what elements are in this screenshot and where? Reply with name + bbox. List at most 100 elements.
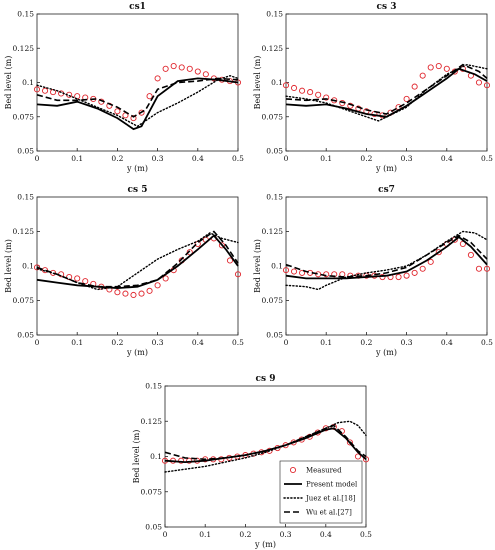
data-point-measured	[186, 249, 193, 256]
data-point-measured	[403, 95, 410, 102]
x-tick-label: 0.4	[192, 154, 204, 163]
legend-label: Wu et al.[27]	[306, 509, 352, 517]
data-point-measured	[435, 249, 442, 256]
data-point-measured	[435, 63, 442, 70]
y-tick-label: 0.05	[266, 331, 283, 340]
data-point-measured	[419, 265, 426, 272]
data-point-measured	[146, 287, 153, 294]
data-point-measured	[146, 93, 153, 100]
y-tick-label: 0.075	[13, 112, 35, 121]
x-tick-label: 0.4	[320, 530, 332, 539]
y-axis-label: Bed level (m)	[4, 56, 13, 110]
data-point-measured	[323, 271, 330, 278]
data-point-measured	[186, 65, 193, 72]
data-point-measured	[290, 84, 298, 92]
x-tick-label: 0.5	[360, 530, 372, 539]
data-point-measured	[299, 87, 306, 94]
data-point-measured	[379, 273, 386, 281]
y-axis-label: Bed level (m)	[4, 239, 13, 293]
data-point-measured	[467, 251, 474, 259]
data-point-measured	[130, 115, 137, 122]
x-tick-label: 0	[284, 154, 289, 163]
data-point-measured	[411, 269, 418, 276]
data-point-measured	[354, 453, 362, 460]
data-point-measured	[299, 269, 306, 276]
y-tick-label: 0.15	[266, 10, 283, 19]
chart-panel-4: cs7 0 0.1 0.2 0.3 0.4 0.5 0.05 0.075 0.1 0.125 0.15…	[253, 185, 493, 357]
data-point-measured	[443, 65, 450, 72]
data-point-measured	[282, 267, 290, 274]
data-point-measured	[403, 272, 410, 279]
x-tick-label: 0.2	[360, 338, 372, 347]
x-tick-label: 0.3	[401, 154, 413, 163]
x-tick-label: 0	[163, 530, 168, 539]
data-point-measured	[218, 242, 225, 249]
y-tick-label: 0.1	[271, 262, 283, 271]
y-tick-label: 0.15	[266, 193, 283, 202]
data-point-measured	[138, 290, 145, 297]
series-measured	[33, 63, 242, 122]
x-axis-label: y (m)	[126, 348, 148, 357]
y-tick-label: 0.15	[145, 382, 162, 391]
data-point-measured	[323, 94, 330, 101]
y-tick-label: 0.075	[13, 296, 35, 305]
data-point-measured	[82, 278, 89, 285]
series-line-present-model	[285, 235, 488, 280]
data-point-measured	[226, 257, 234, 264]
legend: Measured Present model Juez et al.[18] Wu e…	[279, 460, 363, 524]
y-tick-label: 0.05	[17, 331, 34, 340]
y-tick-label: 0.125	[13, 227, 35, 236]
data-point-measured	[138, 109, 145, 116]
data-point-measured	[346, 439, 353, 446]
x-tick-label: 0.2	[111, 338, 123, 347]
data-point-measured	[475, 79, 483, 86]
x-tick-label: 0.3	[401, 338, 413, 347]
data-point-measured	[282, 82, 290, 89]
legend-marker-measured	[289, 466, 297, 474]
x-tick-label: 0.3	[152, 338, 164, 347]
series-line-wu-et-al-27	[36, 230, 239, 288]
x-tick-label: 0	[284, 338, 289, 347]
data-point-measured	[33, 264, 41, 271]
series-line-present-model	[164, 427, 367, 464]
data-point-measured	[33, 86, 41, 93]
x-tick-label: 0.3	[152, 154, 164, 163]
y-axis-label: Bed level (m)	[253, 56, 262, 110]
x-tick-label: 0.2	[239, 530, 251, 539]
chart-title: cs 9	[256, 374, 276, 384]
plot-frame	[36, 196, 239, 336]
series-line-wu-et-al-27	[285, 234, 488, 278]
data-point-measured	[154, 75, 161, 82]
chart-title: cs 3	[377, 2, 397, 12]
series-line-present-model	[36, 77, 239, 131]
data-point-measured	[162, 65, 169, 72]
chart-panel-3: cs 5 0 0.1 0.2 0.3 0.4 0.5 0.05 0.075 0.1 0.125 0.1…	[4, 185, 244, 357]
data-point-measured	[315, 91, 322, 98]
series-line-present-model	[36, 234, 239, 290]
x-tick-label: 0	[35, 338, 40, 347]
y-tick-label: 0.15	[17, 193, 34, 202]
y-tick-label: 0.1	[22, 78, 34, 87]
plot-frame	[285, 196, 488, 336]
chart-panel-1: cs1 0 0.1 0.2 0.3 0.4 0.5 0.05 0.075 0.1 0.125 0.15…	[4, 2, 244, 173]
chart-panel-5: cs 9 0 0.1 0.2 0.3 0.4 0.5 0.05 0.075 0.1 0.125 0.1…	[132, 374, 372, 549]
data-point-measured	[114, 289, 121, 296]
y-tick-label: 0.1	[150, 452, 162, 461]
y-tick-label: 0.05	[266, 147, 283, 156]
data-point-measured	[395, 273, 402, 281]
data-point-measured	[162, 275, 169, 282]
x-axis-label: y (m)	[375, 164, 397, 173]
x-tick-label: 0.2	[360, 154, 372, 163]
x-axis-label: y (m)	[375, 348, 397, 357]
series-measured	[33, 235, 242, 299]
x-tick-label: 0.1	[320, 154, 332, 163]
data-point-measured	[362, 456, 370, 463]
y-axis-label: Bed level (m)	[253, 239, 262, 293]
x-tick-label: 0.1	[320, 338, 332, 347]
data-point-measured	[202, 71, 209, 78]
x-axis-label: y (m)	[254, 540, 276, 549]
data-point-measured	[290, 268, 298, 275]
series-line-juez-et-al-18	[285, 230, 488, 291]
chart-title: cs 5	[128, 185, 148, 195]
